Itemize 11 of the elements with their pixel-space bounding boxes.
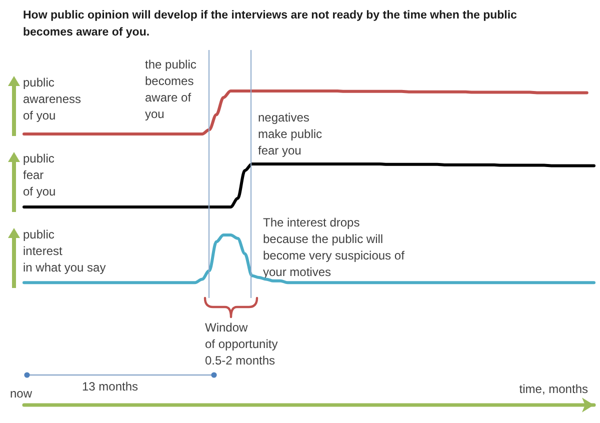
y-axis-title: public fear of you bbox=[23, 151, 56, 198]
annotation: 13 months bbox=[82, 379, 138, 394]
annotation: the public becomes aware of you bbox=[145, 57, 196, 121]
annotation: Window of opportunity 0.5-2 months bbox=[205, 320, 278, 368]
chart-title: How public opinion will develop if the interviews are not ready by the time when the public becomes aware of you. bbox=[23, 10, 520, 38]
y-axis-title: public interest in what you say bbox=[23, 227, 106, 274]
y-axis-title: public awareness of you bbox=[23, 75, 82, 122]
annotation: The interest drops because the public will become very suspicious of your motives bbox=[263, 215, 406, 279]
annotation: now bbox=[10, 386, 32, 400]
x-axis-title: time, months bbox=[519, 382, 588, 396]
annotation: negatives make public fear you bbox=[258, 110, 322, 158]
